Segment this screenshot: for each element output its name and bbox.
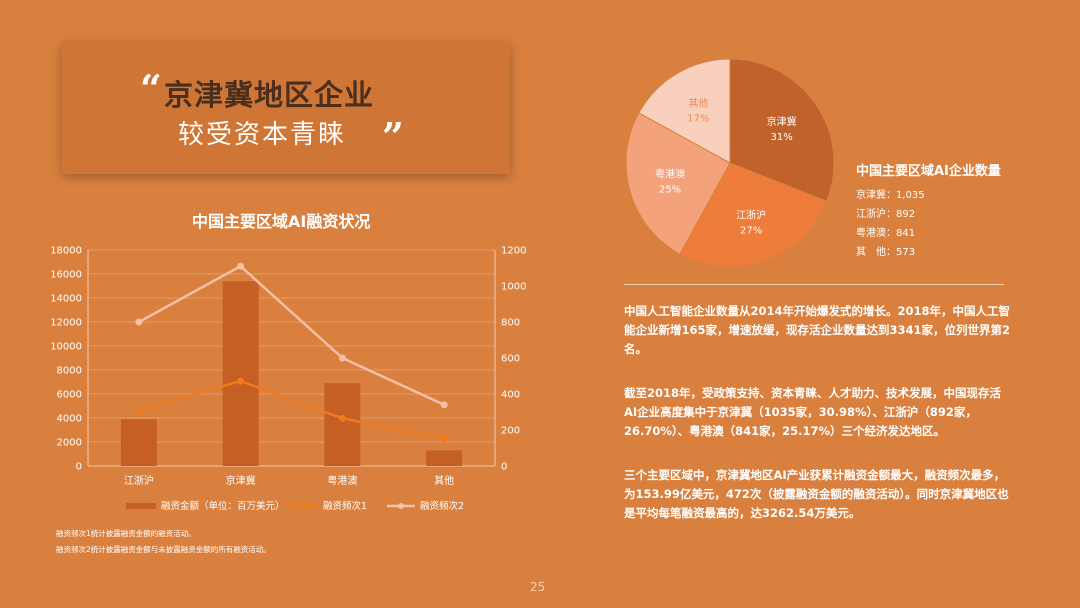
legend-swatch-marker (398, 503, 404, 509)
line-point (135, 406, 143, 414)
pie-slice (729, 58, 835, 202)
y-tick-label: 12000 (50, 318, 82, 329)
pie-slice (625, 112, 731, 255)
series-line (138, 379, 445, 441)
title-line2: 较受资本青睐 (178, 120, 347, 150)
series-line (138, 264, 445, 406)
y-tick-label: 0 (76, 462, 82, 473)
y-tick-label: 16000 (50, 270, 82, 281)
pie-slice (679, 162, 828, 268)
y2-tick-label: 1000 (501, 282, 526, 293)
bar (426, 450, 463, 466)
title-box: “ 京津冀地区企业 较受资本青睐 ” (62, 42, 510, 174)
pie-list-item: 粤港澳：841 (856, 228, 916, 239)
pie-slice-label: 京津冀 (767, 115, 797, 128)
bar (324, 383, 361, 466)
line-point (237, 377, 245, 385)
pie-slice-value: 25% (659, 184, 681, 195)
pie-slice-label: 其他 (688, 96, 708, 109)
y2-tick-label: 200 (501, 426, 520, 437)
legend-label: 融资金额（单位：百万美元） (161, 500, 285, 512)
page-number: 25 (530, 580, 546, 594)
footnote-1: 融资频次1统计披露融资金额的融资活动。 (56, 529, 196, 538)
legend-label: 融资频次1 (323, 500, 367, 512)
line-point (237, 262, 245, 270)
x-tick-label: 粤港澳 (327, 474, 357, 487)
pie-slice-label: 江浙沪 (736, 209, 766, 222)
legend-swatch-marker (301, 503, 307, 509)
x-tick-label: 京津冀 (226, 474, 256, 487)
y-tick-label: 18000 (50, 246, 82, 257)
y-tick-label: 14000 (50, 294, 82, 305)
y2-tick-label: 800 (501, 318, 520, 329)
financing-combo-chart: 0200040006000800010000120001400016000180… (50, 246, 526, 513)
y2-tick-label: 1200 (501, 246, 526, 257)
x-tick-label: 其他 (434, 474, 454, 487)
y2-tick-label: 0 (501, 462, 507, 473)
paragraph-2: 截至2018年，受政策支持、资本青睐、人才助力、技术发展，中国现存活AI企业高度… (624, 386, 1002, 438)
y-tick-label: 4000 (57, 414, 82, 425)
y-tick-label: 6000 (57, 390, 82, 401)
quote-close: ” (382, 114, 404, 159)
title-line1: 京津冀地区企业 (164, 78, 375, 112)
line-point (135, 318, 143, 326)
company-count-pie-chart: 京津冀 31% 江浙沪 27% 粤港澳 25% 其他 17% (625, 58, 835, 268)
paragraph-3: 三个主要区域中，京津冀地区AI产业获累计融资金额最大，融资频次最多，为153.9… (624, 468, 1009, 520)
legend-swatch-bar (126, 503, 156, 509)
divider (624, 284, 1004, 285)
bar (120, 419, 157, 466)
line-point (338, 354, 346, 362)
bar-chart-title: 中国主要区域AI融资状况 (192, 212, 371, 231)
pie-list: 京津冀：1,035 江浙沪：892 粤港澳：841 其 他：573 (856, 186, 925, 262)
pie-slice (638, 58, 731, 164)
pie-slice-label: 粤港澳 (655, 167, 685, 180)
quote-open: “ (140, 66, 162, 111)
y-tick-label: 8000 (57, 366, 82, 377)
pie-slice-value: 27% (740, 226, 762, 237)
paragraph-1: 中国人工智能企业数量从2014年开始爆发式的增长。2018年，中国人工智能企业新… (624, 304, 1011, 356)
y2-tick-label: 600 (501, 354, 520, 365)
y2-tick-label: 400 (501, 390, 520, 401)
y-tick-label: 2000 (57, 438, 82, 449)
pie-slice-value: 17% (687, 113, 709, 124)
x-tick-label: 江浙沪 (124, 474, 154, 487)
line-point (440, 401, 448, 409)
legend-label: 融资频次2 (420, 500, 464, 512)
y-tick-label: 10000 (50, 342, 82, 353)
pie-list-item: 其 他：573 (856, 247, 916, 258)
bar (222, 281, 259, 466)
line-point (440, 435, 448, 443)
pie-list-item: 京津冀：1,035 (856, 190, 925, 201)
pie-title: 中国主要区域AI企业数量 (856, 164, 1001, 179)
pie-list-item: 江浙沪：892 (856, 209, 916, 220)
footnote-2: 融资频次2统计披露融资金额与未披露融资金额的所有融资活动。 (56, 545, 271, 554)
line-point (338, 414, 346, 422)
pie-slice-value: 31% (770, 132, 792, 143)
